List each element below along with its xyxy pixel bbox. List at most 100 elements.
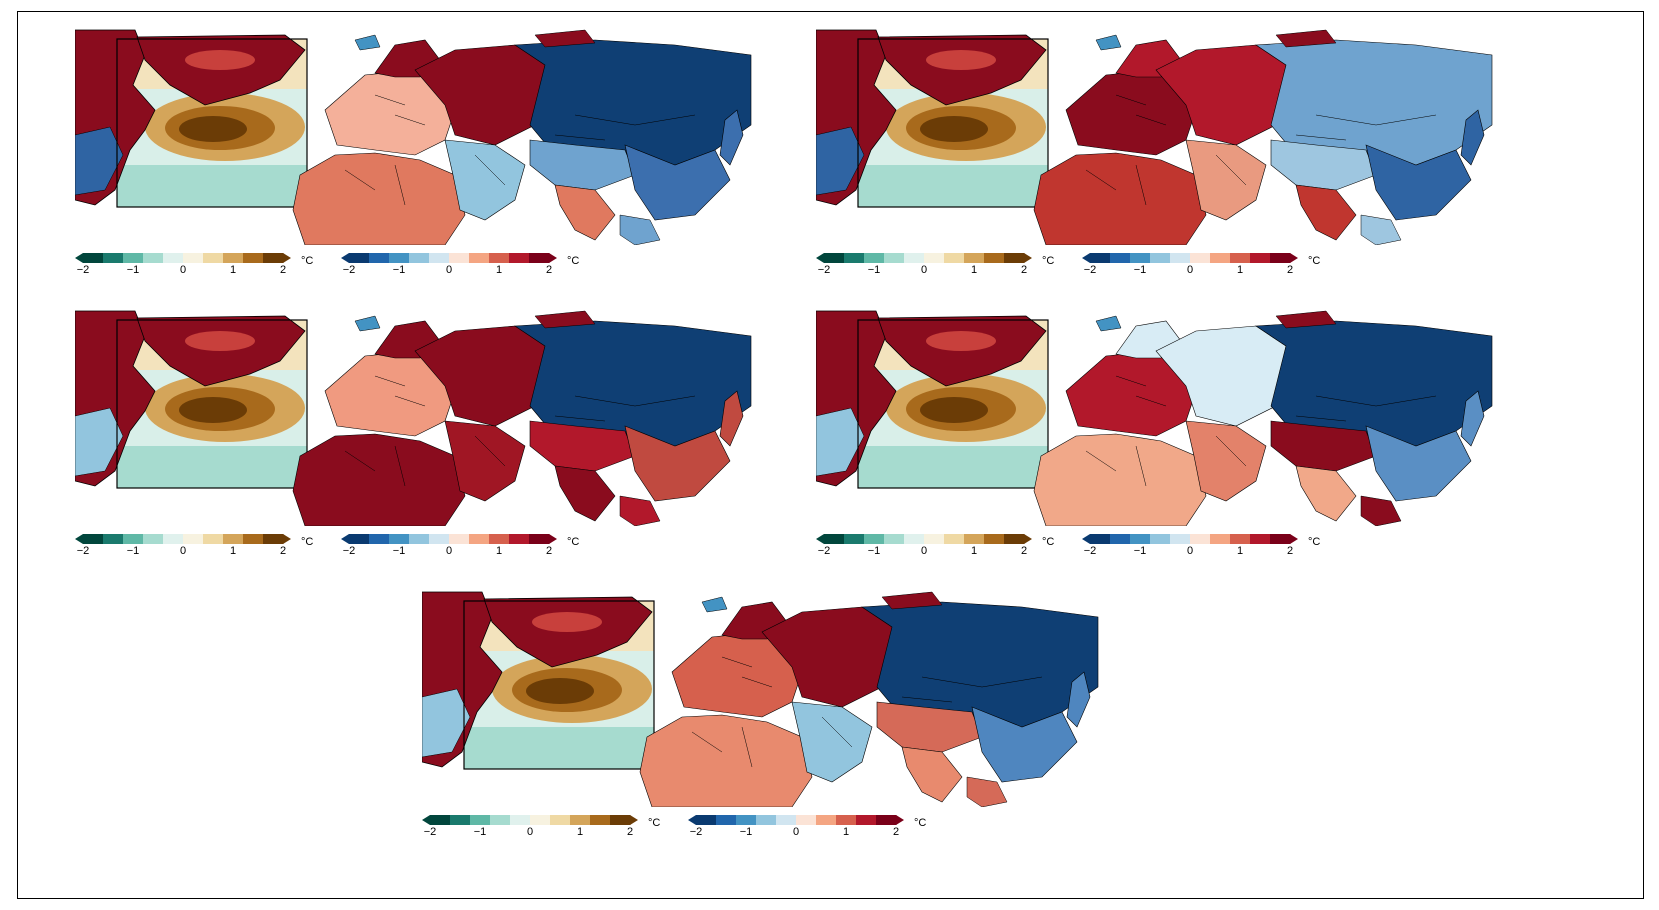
colorbar-tick-label: 0 [445, 264, 453, 276]
southeast-asia-region [1360, 214, 1402, 245]
colorbar-swatch [550, 815, 571, 825]
colorbar-extend-low [1082, 253, 1090, 263]
colorbar-unit: °C [301, 255, 314, 267]
map-panel-1: −2 −1 0 1 2 °C −2 −1 0 1 2 °C [75, 15, 795, 285]
colorbar-ticks: −2 −1 0 1 2 [424, 826, 633, 840]
colorbar-unit: °C [914, 817, 927, 829]
colorbar-tick-label: 0 [1186, 545, 1194, 557]
japan-landmass [1460, 390, 1485, 447]
tibet-region [529, 139, 636, 191]
colorbar-unit: °C [1042, 536, 1055, 548]
colorbar-tick-label: −1 [1133, 264, 1147, 276]
colorbar-tick-label: 1 [576, 826, 584, 838]
sst-colorbar-strip [816, 253, 1032, 263]
colorbar-swatch [449, 534, 470, 544]
country-borders [691, 656, 1043, 768]
sst-cool-band [117, 446, 307, 488]
colorbar-swatch [369, 534, 390, 544]
colorbar-tick-label: −2 [1083, 264, 1097, 276]
colorbar-unit: °C [1308, 536, 1321, 548]
greenland-interior [185, 331, 255, 351]
japan-landmass [719, 109, 744, 166]
colorbar-swatch [1270, 253, 1291, 263]
colorbar-tick-label: −1 [126, 545, 140, 557]
colorbar-extend-high [283, 534, 291, 544]
sst-colorbar-strip [75, 534, 291, 544]
colorbar-swatch [610, 815, 631, 825]
colorbar-tick-label: −2 [423, 826, 437, 838]
arctic-islands [1275, 29, 1337, 48]
colorbar-extend-high [1024, 534, 1032, 544]
colorbar-ticks: −2 −1 0 1 2 [690, 826, 900, 840]
japan-landmass [719, 390, 744, 447]
colorbar-tick-label: 2 [279, 264, 287, 276]
colorbar-swatch [529, 534, 550, 544]
colorbar-swatch [1110, 534, 1131, 544]
colorbar-swatch [864, 253, 885, 263]
air-colorbar-strip [341, 534, 557, 544]
colorbar-tick-label: 2 [545, 264, 553, 276]
colorbar-swatch [489, 534, 510, 544]
colorbar-swatch [1150, 534, 1171, 544]
sst-colorbar-5: −2 −1 0 1 2 °C [422, 815, 660, 845]
arctic-islands [534, 310, 596, 329]
colorbar-extend-low [1082, 534, 1090, 544]
colorbar-extend-low [75, 534, 83, 544]
colorbar-ticks: −2 −1 0 1 2 [818, 264, 1028, 278]
map-canvas [816, 310, 1493, 526]
colorbar-swatch [904, 253, 925, 263]
colorbar-swatch [1230, 253, 1251, 263]
colorbar-swatch [103, 253, 124, 263]
colorbar-swatch [470, 815, 491, 825]
country-borders [344, 375, 696, 487]
colorbar-swatch [1190, 253, 1211, 263]
colorbar-extend-low [341, 534, 349, 544]
air-temp-colorbar-2: −2 −1 0 1 2 °C [1082, 253, 1320, 283]
air-temp-colorbar-3: −2 −1 0 1 2 °C [341, 534, 579, 564]
colorbar-tick-label: 0 [526, 826, 534, 838]
india-region [554, 465, 616, 522]
colorbar-extend-high [896, 815, 904, 825]
colorbar-tick-label: −1 [392, 264, 406, 276]
colorbar-ticks: −2 −1 0 1 2 [1084, 264, 1293, 278]
colorbar-swatch [429, 534, 450, 544]
colorbar-extend-high [1024, 253, 1032, 263]
sst-colorbar-2: −2 −1 0 1 2 °C [816, 253, 1054, 283]
colorbar-tick-label: 1 [1236, 545, 1244, 557]
colorbar-extend-high [549, 253, 557, 263]
colorbar-tick-label: −1 [473, 826, 487, 838]
colorbar-swatch [856, 815, 877, 825]
middle-east-region [444, 420, 526, 502]
colorbar-swatch [1090, 253, 1111, 263]
colorbar-tick-label: −2 [817, 545, 831, 557]
colorbar-swatch [143, 534, 164, 544]
tibet-region [1270, 420, 1377, 472]
map-canvas [816, 29, 1493, 245]
colorbar-swatch [183, 534, 204, 544]
colorbar-ticks: −2 −1 0 1 2 [77, 264, 287, 278]
colorbar-ticks: −2 −1 0 1 2 [77, 545, 286, 559]
colorbar-tick-label: 2 [892, 826, 900, 838]
colorbar-swatch [389, 253, 410, 263]
colorbar-swatch [1150, 253, 1171, 263]
colorbar-swatch [696, 815, 717, 825]
colorbar-tick-label: −2 [1083, 545, 1097, 557]
colorbar-swatch [1250, 534, 1271, 544]
colorbar-swatch [83, 253, 104, 263]
map-5 [422, 577, 1142, 807]
colorbar-extend-high [1290, 534, 1298, 544]
colorbar-tick-label: 0 [445, 545, 453, 557]
tibet-region [876, 701, 983, 753]
colorbar-swatch [1270, 534, 1291, 544]
sst-index-box [857, 38, 1049, 208]
colorbar-tick-label: 2 [545, 545, 553, 557]
sst-anomaly-core [526, 678, 594, 704]
colorbar-tick-label: 0 [920, 545, 928, 557]
colorbar-swatch [1210, 534, 1231, 544]
colorbar-swatch [223, 534, 244, 544]
colorbar-tick-label: 1 [842, 826, 850, 838]
colorbar-swatch [864, 534, 885, 544]
colorbar-tick-label: 2 [1020, 264, 1028, 276]
colorbar-tick-label: −1 [126, 264, 140, 276]
colorbar-swatch [509, 253, 530, 263]
